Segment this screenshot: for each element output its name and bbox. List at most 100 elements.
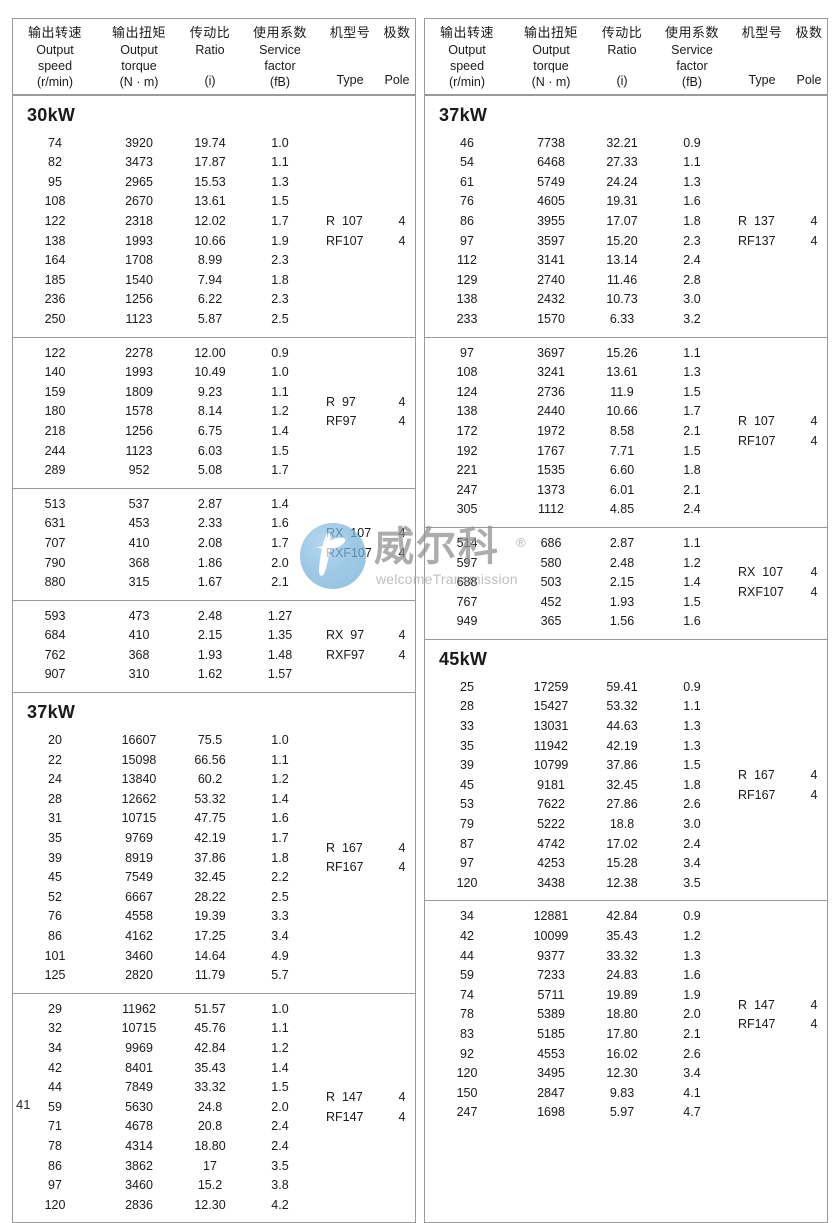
column-header-1: 输出转速 Output speed (r/min): [13, 25, 97, 90]
right-table-column: 输出转速 Output speed (r/min) 输出扭矩 Output torque (N…: [424, 18, 828, 1223]
table-cell: 4605: [537, 194, 565, 209]
table-cell: 18.8: [609, 817, 635, 832]
table-cell: 1.93: [197, 647, 223, 662]
table-cell: 1.6: [271, 516, 289, 531]
table-cell: 2847: [537, 1085, 565, 1100]
table-cell: 2.8: [683, 272, 701, 287]
table-cell: 11.9: [610, 384, 634, 399]
table-cell: 2736: [537, 384, 565, 399]
table-cell: 15427: [533, 699, 569, 714]
table-cell: 124: [456, 384, 478, 399]
model-type-value: RF147: [325, 1109, 364, 1124]
table-cell: 513: [44, 496, 66, 511]
pole-value: 4: [810, 565, 818, 580]
table-cell: 39: [48, 850, 62, 865]
spec-block: 97 108 124 138 172 192 221 247 305 3697 3241 2736 24…: [425, 336, 827, 527]
table-cell: 221: [456, 463, 478, 478]
table-cell: 86: [460, 214, 474, 228]
table-cell: 34: [460, 909, 474, 924]
data-column-4: 1.0 1.1 1.2 1.4 1.5 2.0 2.4 2.4 3.5 3.8 4.2: [239, 1000, 321, 1216]
table-cell: 24.83: [606, 968, 638, 983]
table-cell: 10799: [533, 758, 569, 773]
table-cell: 1767: [537, 443, 565, 458]
table-cell: 16.02: [606, 1046, 638, 1061]
column-header-spacer: [594, 58, 650, 73]
table-cell: 54: [460, 155, 474, 170]
table-cell: 1.3: [683, 738, 701, 753]
data-column-2: 686 580 503 452 365: [509, 534, 593, 632]
table-cell: 18.80: [194, 1138, 226, 1153]
table-cell: 2318: [125, 214, 153, 228]
table-cell: 159: [44, 384, 66, 399]
table-cell: 120: [456, 1066, 478, 1081]
spec-block: 25 28 33 35 39 45 53 79 87 97 120 17259 15427 13031 11…: [425, 672, 827, 901]
table-cell: 1.6: [683, 614, 701, 629]
table-cell: 2.1: [683, 482, 701, 497]
table-cell: 4314: [125, 1138, 153, 1153]
table-cell: 2.4: [683, 253, 701, 268]
table-cell: 2.4: [271, 1119, 289, 1134]
data-column-3: 2.48 2.15 1.93 1.62: [181, 607, 239, 685]
model-type-value: RF137: [737, 233, 776, 248]
table-cell: 1993: [125, 365, 153, 380]
column-header-cn: 输出转速: [439, 25, 494, 40]
pole-value: 4: [398, 628, 406, 643]
data-column-4: 0.9 1.1 1.3 1.3 1.5 1.8 2.6 3.0 2.4 3.4 3.5: [651, 678, 733, 894]
model-type-cell: R 107 RF107: [733, 344, 801, 520]
table-cell: 0.9: [683, 679, 701, 694]
table-cell: 32: [48, 1021, 62, 1036]
column-header-cn: 输出扭矩: [111, 25, 166, 40]
table-cell: 1.4: [271, 1060, 289, 1075]
data-column-1: 34 42 44 59 74 78 83 92 120 150 247: [425, 907, 509, 1123]
data-column-3: 59.41 53.32 44.63 42.19 37.86 32.45 27.86 18.8 1…: [593, 678, 651, 894]
data-column-4: 0.9 1.1 1.3 1.6 1.8 2.3 2.4 2.8 3.0 3.2: [651, 134, 733, 330]
column-header-cn: 输出转速: [27, 25, 82, 40]
column-header-unit: (i): [204, 73, 216, 88]
pole-value: 4: [398, 233, 406, 248]
table-cell: 19.31: [606, 194, 638, 209]
column-header-en-line1: Output: [120, 42, 158, 57]
model-type-cell: R 137 RF137: [733, 134, 801, 330]
table-cell: 4.85: [609, 502, 635, 517]
table-cell: 4.9: [271, 948, 289, 963]
model-type-value: RF97: [325, 414, 357, 429]
table-cell: 75.5: [197, 733, 223, 748]
table-cell: 1.62: [197, 667, 223, 682]
table-cell: 1.4: [271, 496, 289, 511]
column-header-cn: 使用系数: [664, 25, 719, 40]
table-cell: 2740: [537, 272, 565, 287]
column-header-unit: Type: [748, 72, 776, 87]
table-cell: 35: [460, 738, 474, 753]
table-cell: 76: [460, 194, 474, 209]
table-cell: 305: [456, 502, 478, 517]
table-cell: 3.8: [271, 1178, 289, 1193]
table-cell: 2.48: [197, 608, 223, 623]
numeric-columns: 34 42 44 59 74 78 83 92 120 150 247 12881 10099 9377 7…: [425, 907, 733, 1123]
pole-value: 4: [398, 1109, 406, 1124]
table-cell: 1.7: [271, 831, 289, 846]
column-header-cn: 传动比: [601, 25, 643, 40]
data-column-2: 12881 10099 9377 7233 5711 5389 5185 4553 3495 28…: [509, 907, 593, 1123]
table-cell: 7.71: [609, 443, 635, 458]
column-header-en-line2: factor: [264, 58, 296, 73]
table-cell: 28: [48, 791, 62, 806]
model-type-value: RXF107: [737, 584, 784, 599]
table-cell: 7549: [125, 870, 153, 885]
table-cell: 13.61: [606, 365, 638, 380]
table-cell: 15.20: [606, 233, 638, 248]
table-cell: 45.76: [194, 1021, 226, 1036]
pole-value: 4: [398, 214, 406, 228]
table-header-row: 输出转速 Output speed (r/min) 输出扭矩 Output torque (N…: [13, 19, 415, 96]
table-cell: 315: [128, 575, 150, 590]
table-cell: 1.5: [683, 443, 701, 458]
table-cell: 59: [460, 968, 474, 983]
table-cell: 2820: [125, 968, 153, 983]
table-cell: 1.8: [683, 214, 701, 228]
table-header-row: 输出转速 Output speed (r/min) 输出扭矩 Output torque (N…: [425, 19, 827, 96]
table-cell: 3.4: [271, 929, 289, 943]
table-cell: 52: [48, 889, 62, 904]
table-cell: 33.32: [194, 1080, 226, 1095]
